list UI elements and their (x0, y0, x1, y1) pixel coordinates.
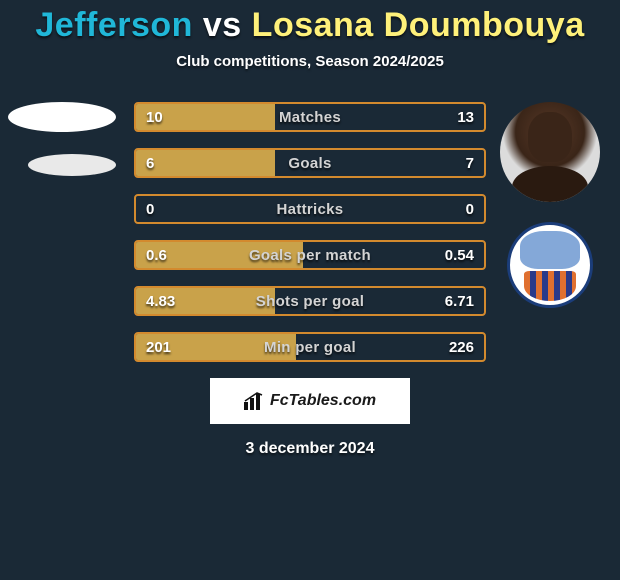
stat-right-value: 0.54 (445, 242, 474, 268)
stat-right-value: 226 (449, 334, 474, 360)
stat-row: 6Goals7 (134, 148, 486, 178)
comparison-body: 10Matches13 6Goals7 0Hattricks0 0.6Goals pe… (0, 102, 620, 362)
date: 3 december 2024 (0, 440, 620, 458)
brand-icon (244, 392, 266, 410)
brand-text: FcTables.com (270, 392, 376, 410)
player1-column (8, 102, 123, 198)
stat-label: Goals per match (136, 242, 484, 268)
stat-bars: 10Matches13 6Goals7 0Hattricks0 0.6Goals pe… (134, 102, 486, 362)
subtitle: Club competitions, Season 2024/2025 (0, 53, 620, 70)
comparison-title: Jefferson vs Losana Doumbouya (0, 0, 620, 45)
stat-row: 0Hattricks0 (134, 194, 486, 224)
stat-right-value: 7 (466, 150, 474, 176)
stat-right-value: 6.71 (445, 288, 474, 314)
player2-avatar (500, 102, 600, 202)
stat-row: 10Matches13 (134, 102, 486, 132)
stat-label: Shots per goal (136, 288, 484, 314)
stat-right-value: 13 (457, 104, 474, 130)
stat-right-value: 0 (466, 196, 474, 222)
player1-club-placeholder (28, 154, 116, 176)
player2-column (500, 102, 608, 308)
stat-label: Min per goal (136, 334, 484, 360)
stat-row: 4.83Shots per goal6.71 (134, 286, 486, 316)
vs-text: vs (203, 6, 242, 44)
stat-label: Matches (136, 104, 484, 130)
stat-row: 201Min per goal226 (134, 332, 486, 362)
player2-club-badge (507, 222, 593, 308)
player2-name: Losana Doumbouya (252, 6, 585, 44)
stat-label: Hattricks (136, 196, 484, 222)
stat-row: 0.6Goals per match0.54 (134, 240, 486, 270)
stat-label: Goals (136, 150, 484, 176)
brand-box: FcTables.com (210, 378, 410, 424)
player1-name: Jefferson (35, 6, 193, 44)
player1-avatar-placeholder (8, 102, 116, 132)
